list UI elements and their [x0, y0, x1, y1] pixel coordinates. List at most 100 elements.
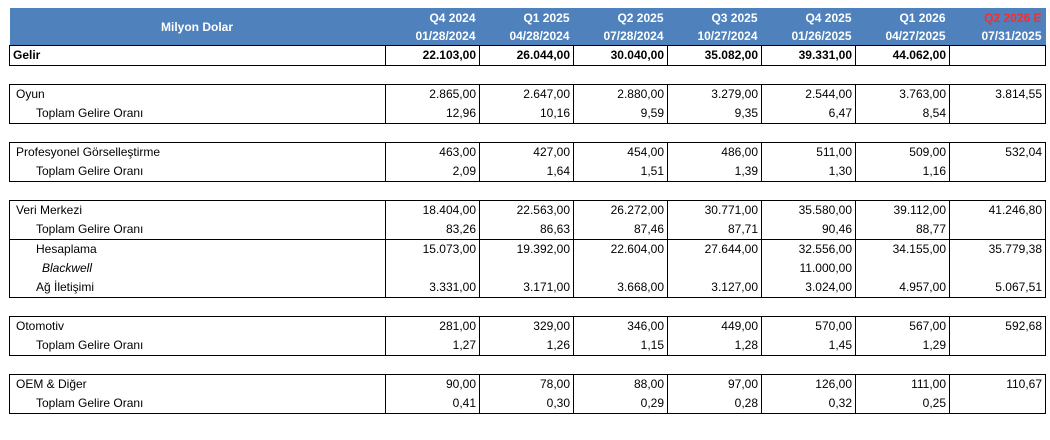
spacer-cell: [762, 182, 856, 201]
value-cell: 88,00: [573, 374, 668, 394]
spacer-cell: [386, 356, 480, 375]
value-cell: 3.279,00: [667, 84, 762, 104]
value-cell: 26.272,00: [573, 200, 668, 220]
value-cell: 87,46: [573, 220, 668, 240]
value-cell: 567,00: [855, 316, 950, 336]
value-cell: 1,39: [667, 162, 762, 182]
spacer-cell: [480, 356, 574, 375]
table-row: Veri Merkezi 18.404,00 22.563,00 26.272,00 3…: [9, 200, 1046, 220]
value-cell: 87,71: [667, 220, 762, 240]
header-date: 04/27/2025: [855, 27, 950, 46]
table-row: Gelir 22.103,00 26.044,00 30.040,00 35.082,0…: [9, 45, 1046, 66]
spacer-cell: [10, 298, 386, 317]
header-quarter: Q4 2024: [385, 8, 480, 27]
value-cell: 30.040,00: [573, 45, 668, 66]
value-cell: 39.112,00: [855, 200, 950, 220]
value-cell: 0,25: [855, 394, 950, 414]
spacer-cell: [950, 124, 1046, 143]
value-cell: 3.127,00: [667, 278, 762, 298]
header-row-dates: 01/28/2024 04/28/2024 07/28/2024 10/27/2…: [10, 27, 1046, 46]
spacer-cell: [668, 182, 762, 201]
spacer-cell: [950, 298, 1046, 317]
table-body: Gelir 22.103,00 26.044,00 30.040,00 35.082,0…: [9, 45, 1046, 414]
table-row: OEM & Diğer 90,00 78,00 88,00 97,00 126,00 111…: [9, 374, 1046, 394]
row-label: Veri Merkezi: [9, 200, 386, 220]
value-cell: 27.644,00: [667, 239, 762, 259]
row-label: Profesyonel Görselleştirme: [9, 142, 386, 162]
spacer-cell: [574, 356, 668, 375]
value-cell: 110,67: [949, 374, 1046, 394]
spacer-cell: [762, 124, 856, 143]
value-cell: [949, 259, 1046, 278]
header-date: 07/28/2024: [573, 27, 668, 46]
row-label: Hesaplama: [9, 239, 386, 259]
spacer-cell: [950, 356, 1046, 375]
value-cell: [949, 162, 1046, 182]
header-date: 01/28/2024: [385, 27, 480, 46]
value-cell: 90,46: [761, 220, 856, 240]
value-cell: 44.062,00: [855, 45, 950, 66]
spacer-cell: [386, 124, 480, 143]
value-cell: 1,15: [573, 336, 668, 356]
header-quarter: Q2 2025: [573, 8, 668, 27]
value-cell: 592,68: [949, 316, 1046, 336]
value-cell: 3.668,00: [573, 278, 668, 298]
value-cell: 32.556,00: [761, 239, 856, 259]
value-cell: 97,00: [667, 374, 762, 394]
spacer-cell: [668, 66, 762, 85]
value-cell: 0,30: [479, 394, 574, 414]
header-quarter-estimate: Q2 2026 E: [949, 8, 1046, 27]
value-cell: 3.024,00: [761, 278, 856, 298]
value-cell: 35.580,00: [761, 200, 856, 220]
header-date: 10/27/2024: [667, 27, 762, 46]
spacer-cell: [950, 66, 1046, 85]
row-label: Toplam Gelire Oranı: [9, 220, 386, 240]
spacer-cell: [386, 182, 480, 201]
table-row: Hesaplama 15.073,00 19.392,00 22.604,00 27.6…: [9, 239, 1046, 259]
value-cell: 22.563,00: [479, 200, 574, 220]
value-cell: 3.171,00: [479, 278, 574, 298]
value-cell: 2.880,00: [573, 84, 668, 104]
value-cell: 2,09: [385, 162, 480, 182]
value-cell: [855, 259, 950, 278]
header-quarter: Q1 2025: [479, 8, 574, 27]
header-label: Milyon Dolar: [9, 8, 386, 46]
spacer-cell: [574, 66, 668, 85]
value-cell: 0,28: [667, 394, 762, 414]
value-cell: 570,00: [761, 316, 856, 336]
value-cell: 10,16: [479, 104, 574, 124]
value-cell: [949, 45, 1046, 66]
spacer-cell: [386, 66, 480, 85]
table-row: Toplam Gelire Oranı 2,09 1,64 1,51 1,39 1,30 1…: [9, 162, 1046, 182]
value-cell: 18.404,00: [385, 200, 480, 220]
value-cell: 0,29: [573, 394, 668, 414]
spacer-cell: [856, 356, 950, 375]
header-quarter: Q1 2026: [855, 8, 950, 27]
value-cell: 22.103,00: [385, 45, 480, 66]
value-cell: 1,64: [479, 162, 574, 182]
value-cell: 34.155,00: [855, 239, 950, 259]
header-quarter: Q4 2025: [761, 8, 856, 27]
value-cell: 111,00: [855, 374, 950, 394]
table-row: Toplam Gelire Oranı 12,96 10,16 9,59 9,35 6,4…: [9, 104, 1046, 124]
value-cell: 1,28: [667, 336, 762, 356]
row-label: Toplam Gelire Oranı: [9, 394, 386, 414]
spacer-cell: [480, 66, 574, 85]
value-cell: 532,04: [949, 142, 1046, 162]
spacer-row: [10, 124, 1046, 143]
value-cell: 1,26: [479, 336, 574, 356]
table-row: Ağ İletişimi 3.331,00 3.171,00 3.668,00 3.12…: [9, 278, 1046, 298]
value-cell: 1,51: [573, 162, 668, 182]
value-cell: [949, 394, 1046, 414]
spacer-cell: [856, 182, 950, 201]
value-cell: 83,26: [385, 220, 480, 240]
value-cell: 463,00: [385, 142, 480, 162]
table-row: Otomotiv 281,00 329,00 346,00 449,00 570,00 56…: [9, 316, 1046, 336]
spacer-cell: [574, 182, 668, 201]
spacer-row: [10, 356, 1046, 375]
value-cell: 511,00: [761, 142, 856, 162]
value-cell: [479, 259, 574, 278]
spacer-cell: [574, 124, 668, 143]
spacer-cell: [668, 298, 762, 317]
value-cell: 329,00: [479, 316, 574, 336]
